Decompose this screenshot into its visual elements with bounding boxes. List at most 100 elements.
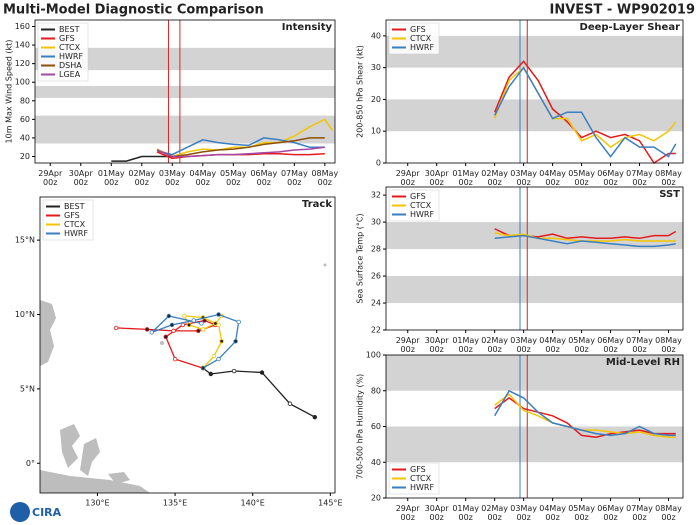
x-tick-label: 08May 00z bbox=[655, 504, 682, 522]
plot-frame bbox=[34, 19, 336, 164]
logo-mark bbox=[10, 502, 30, 522]
x-tick-label: 29Apr 00z bbox=[396, 169, 421, 187]
track-point bbox=[287, 401, 293, 406]
track-point bbox=[144, 327, 150, 332]
y-axis-label: 700-500 hPa Humidity (%) bbox=[356, 374, 365, 480]
track-point bbox=[182, 313, 187, 319]
x-tick-label: 01May 00z bbox=[452, 336, 479, 354]
y-tick-label: 100 bbox=[366, 351, 381, 360]
x-tick-label: 06May 00z bbox=[597, 169, 624, 187]
y-tick-label: 60 bbox=[20, 115, 30, 124]
x-tick-label: 04May 00z bbox=[539, 504, 566, 522]
y-tick-label: 60 bbox=[371, 422, 381, 431]
logo-text: CIRA bbox=[32, 506, 62, 519]
series-line bbox=[183, 315, 223, 369]
track-point bbox=[259, 370, 265, 375]
panel-title: Track bbox=[302, 199, 332, 210]
legend-label: LGEA bbox=[59, 70, 81, 79]
track-point bbox=[196, 328, 201, 334]
x-tick-label: 08May 00z bbox=[655, 336, 682, 354]
legend-label: DSHA bbox=[59, 61, 82, 70]
x-tick-label: 05May 00z bbox=[568, 169, 595, 187]
y-tick-label: 22 bbox=[371, 326, 381, 335]
y-tick-label: 120 bbox=[15, 59, 30, 68]
track-point bbox=[200, 365, 206, 371]
x-tick-label: 08May 00z bbox=[655, 169, 682, 187]
band bbox=[386, 222, 683, 250]
series-line bbox=[202, 367, 316, 418]
x-tick-label: 05May 00z bbox=[568, 336, 595, 354]
series-line bbox=[494, 60, 676, 165]
plot-frame bbox=[385, 19, 684, 164]
y-tick-label: 140 bbox=[15, 41, 30, 50]
land bbox=[40, 263, 327, 493]
track-point bbox=[236, 319, 241, 325]
legend-box bbox=[37, 22, 89, 82]
x-tick-label: 07May 00z bbox=[626, 504, 653, 522]
panel: 0° 5°N 10°N 15°N 130°E 135°E 140°E 145°E Track BE… bbox=[15, 196, 343, 508]
y-tick-label: 20 bbox=[371, 95, 381, 104]
x-tick-label: 05May 00z bbox=[220, 169, 247, 187]
x-tick-label: 08May 00z bbox=[311, 169, 338, 187]
x-tick-label: 02May 00z bbox=[481, 504, 508, 522]
x-tick-label: 03May 00z bbox=[510, 169, 537, 187]
figure-title: Multi-Model Diagnostic Comparison bbox=[3, 3, 264, 18]
x-tick-label: 30Apr 00z bbox=[425, 336, 450, 354]
y-tick-label: 20 bbox=[371, 494, 381, 503]
legend-label: CTCX bbox=[410, 34, 432, 43]
land-mass bbox=[40, 300, 56, 366]
band bbox=[386, 355, 683, 391]
y-tick-label: 100 bbox=[15, 78, 30, 87]
track-point bbox=[166, 313, 172, 319]
plot-frame bbox=[39, 196, 336, 494]
y-axis-label: Sea Surface Temp (°C) bbox=[356, 213, 365, 303]
x-tick-label: 06May 00z bbox=[597, 336, 624, 354]
x-tick-label: 03May 00z bbox=[159, 169, 186, 187]
x-tick-label: 30Apr 00z bbox=[425, 504, 450, 522]
track-point bbox=[200, 327, 206, 332]
y-tick-label: 80 bbox=[371, 386, 381, 395]
plot-frame bbox=[385, 354, 684, 499]
x-tick-label: 04May 00z bbox=[189, 169, 216, 187]
x-tick-label: 140°E bbox=[241, 499, 265, 508]
x-tick-label: 07May 00z bbox=[626, 336, 653, 354]
series-line bbox=[151, 313, 240, 369]
track-point bbox=[231, 368, 237, 374]
panel-title: SST bbox=[659, 189, 680, 200]
band bbox=[35, 115, 335, 144]
x-tick-label: 02May 00z bbox=[481, 336, 508, 354]
x-tick-label: 02May 00z bbox=[128, 169, 155, 187]
land-mass bbox=[323, 263, 327, 267]
y-tick-label: 160 bbox=[15, 22, 30, 31]
logo: CIRA bbox=[10, 502, 62, 522]
legend-label: GFS bbox=[410, 465, 426, 474]
series-line bbox=[494, 393, 676, 438]
y-tick-label: 24 bbox=[371, 299, 381, 308]
track-point bbox=[312, 414, 318, 420]
series-line bbox=[494, 66, 677, 158]
series-line bbox=[494, 234, 676, 248]
legend-label: BEST bbox=[59, 25, 80, 34]
land-mass bbox=[80, 438, 100, 476]
y-tick-label: 80 bbox=[20, 96, 30, 105]
track-point bbox=[149, 330, 154, 335]
panel-title: Deep-Layer Shear bbox=[580, 22, 681, 33]
x-tick-label: 04May 00z bbox=[539, 336, 566, 354]
y-tick-label: 32 bbox=[371, 191, 381, 200]
y-tick-label: 10°N bbox=[15, 310, 35, 319]
series-line bbox=[156, 137, 325, 156]
track-point bbox=[199, 321, 204, 326]
y-tick-label: 40 bbox=[371, 31, 381, 40]
track-point bbox=[219, 339, 224, 344]
legend-label: BEST bbox=[64, 202, 85, 211]
series-line bbox=[494, 389, 676, 437]
legend-label: CTCX bbox=[64, 220, 86, 229]
y-tick-label: 40 bbox=[20, 133, 30, 142]
x-tick-label: 130°E bbox=[85, 499, 109, 508]
x-tick-label: 07May 00z bbox=[626, 169, 653, 187]
x-tick-label: 29Apr 00z bbox=[396, 504, 421, 522]
band bbox=[35, 85, 335, 98]
